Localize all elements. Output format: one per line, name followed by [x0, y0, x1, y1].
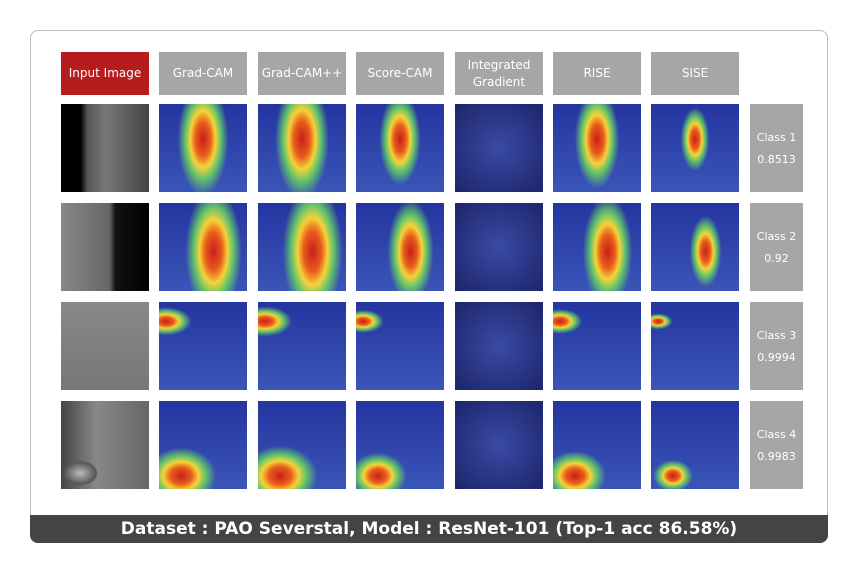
saliency-map	[651, 401, 739, 489]
saliency-map	[258, 401, 346, 489]
saliency-map	[356, 104, 444, 192]
class-box: Class 4 0.9983	[750, 401, 803, 489]
class-box: Class 2 0.92	[750, 203, 803, 291]
saliency-map	[159, 104, 247, 192]
column-header: Integrated Gradient	[455, 52, 543, 95]
saliency-map	[159, 401, 247, 489]
saliency-map	[356, 203, 444, 291]
saliency-map	[258, 302, 346, 390]
column-header: Grad-CAM	[159, 52, 247, 95]
column-header: Grad-CAM++	[258, 52, 346, 95]
class-label: Class 4	[756, 427, 797, 441]
input-image	[61, 104, 149, 192]
saliency-map	[356, 401, 444, 489]
saliency-map	[651, 302, 739, 390]
class-label: Class 2	[756, 229, 797, 243]
saliency-map	[258, 203, 346, 291]
column-header: RISE	[553, 52, 641, 95]
column-header: Score-CAM	[356, 52, 444, 95]
class-box: Class 1 0.8513	[750, 104, 803, 192]
class-score: 0.8513	[757, 152, 796, 166]
saliency-map	[651, 104, 739, 192]
class-score: 0.9983	[757, 449, 796, 463]
class-label: Class 1	[756, 130, 797, 144]
saliency-map	[356, 302, 444, 390]
column-header: Input Image	[61, 52, 149, 95]
saliency-map	[553, 302, 641, 390]
saliency-map	[258, 104, 346, 192]
input-image	[61, 203, 149, 291]
saliency-map	[553, 104, 641, 192]
saliency-map	[455, 302, 543, 390]
saliency-map	[455, 401, 543, 489]
saliency-map	[553, 401, 641, 489]
class-label: Class 3	[756, 328, 797, 342]
class-score: 0.9994	[757, 350, 796, 364]
saliency-map	[553, 203, 641, 291]
input-image	[61, 401, 149, 489]
class-score: 0.92	[764, 251, 789, 265]
saliency-map	[455, 104, 543, 192]
saliency-map	[651, 203, 739, 291]
class-box: Class 3 0.9994	[750, 302, 803, 390]
input-image	[61, 302, 149, 390]
caption: Dataset : PAO Severstal, Model : ResNet-…	[30, 515, 828, 543]
saliency-map	[455, 203, 543, 291]
saliency-map	[159, 302, 247, 390]
column-header: SISE	[651, 52, 739, 95]
saliency-map	[159, 203, 247, 291]
